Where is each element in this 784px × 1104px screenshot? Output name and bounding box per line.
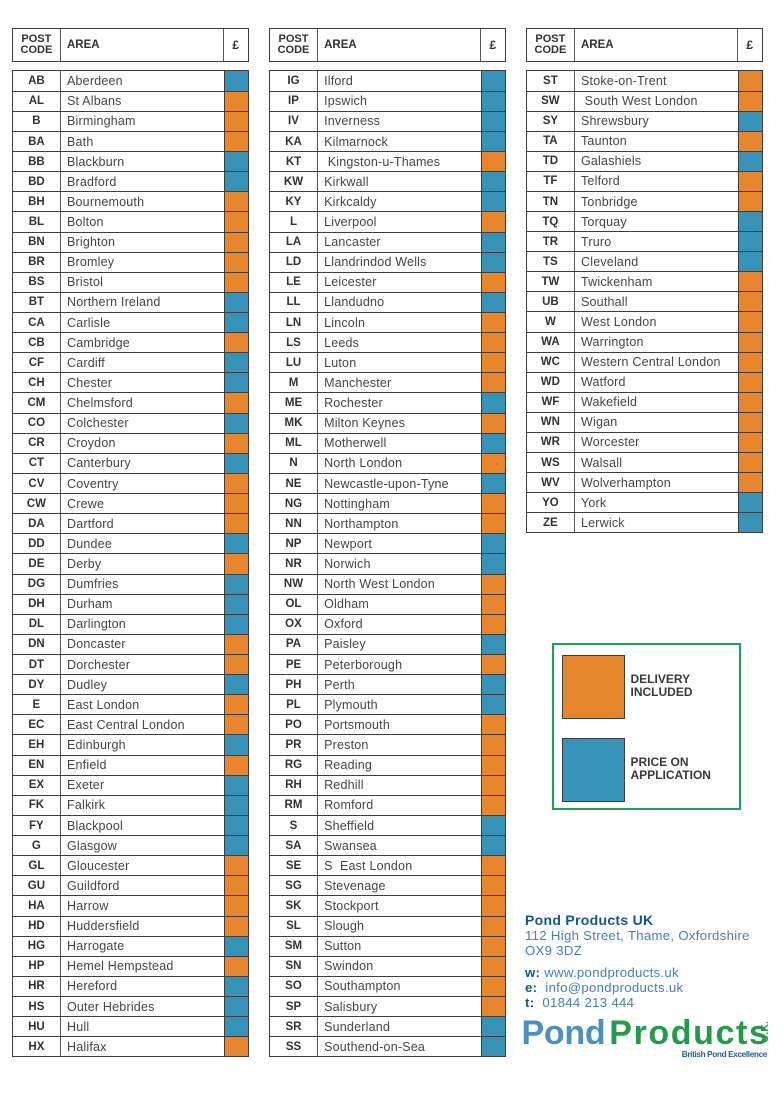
svg-text:U.K.: U.K. — [759, 1022, 770, 1043]
